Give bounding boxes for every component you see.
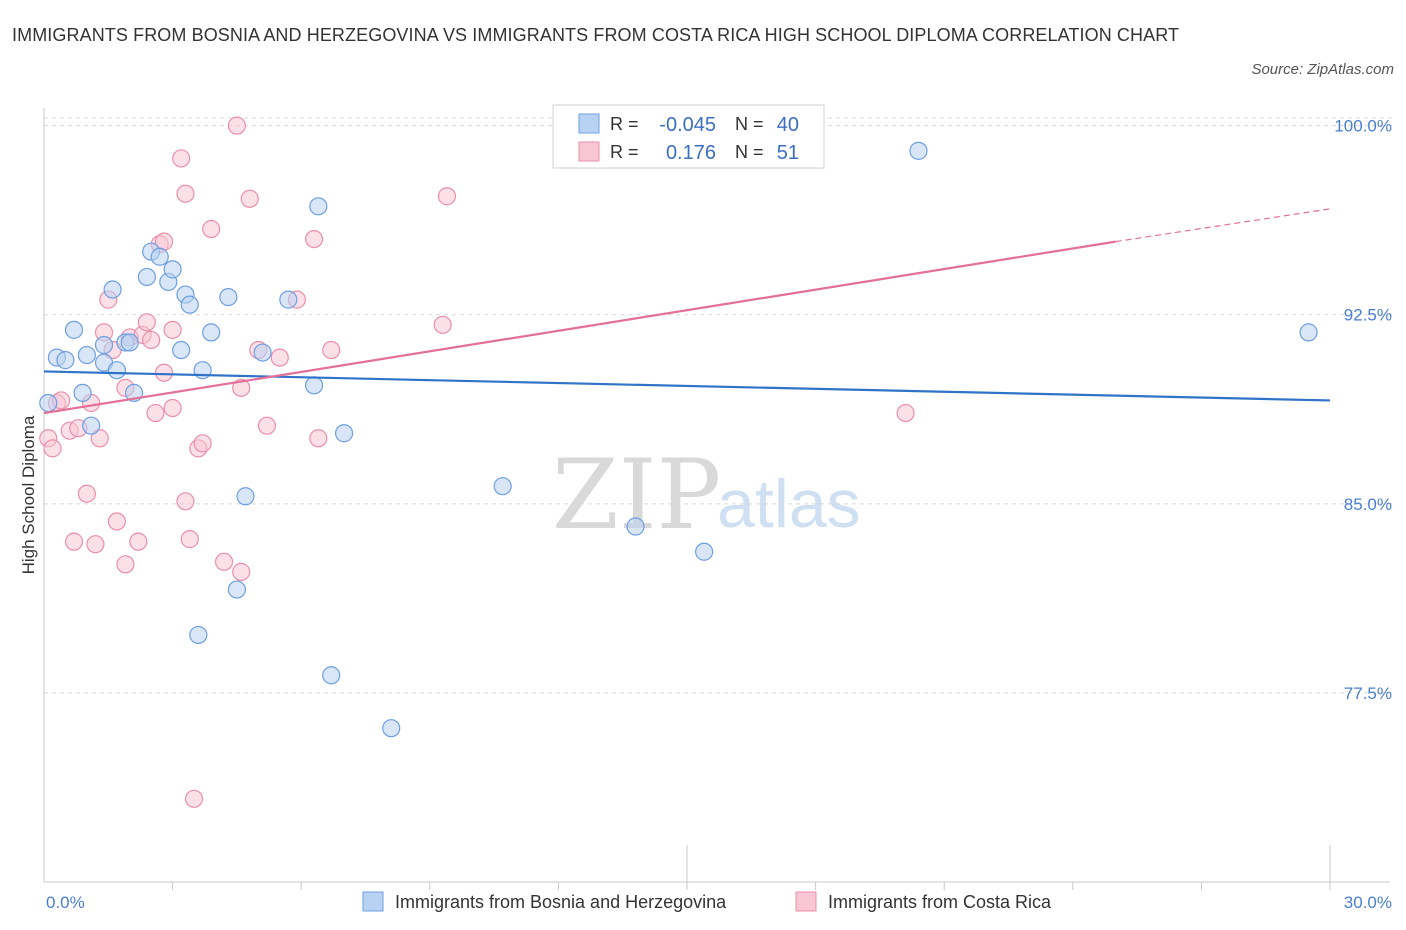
bosnia-point — [253, 343, 272, 362]
x-ticks — [172, 845, 1331, 890]
costa-rica-point — [257, 416, 277, 435]
costa-rica-points — [39, 116, 915, 808]
costa-rica-point — [232, 562, 251, 581]
bosnia-point — [382, 719, 401, 738]
source-label: Source: ZipAtlas.com — [1251, 61, 1394, 78]
costa-rica-point — [107, 512, 126, 531]
blue-n-value: 40 — [777, 114, 799, 136]
pink-r-value: 0.176 — [666, 142, 716, 164]
costa-rica-point — [163, 398, 182, 418]
costa-rica-point — [896, 403, 915, 423]
bosnia-point — [103, 280, 122, 299]
bosnia-point — [94, 335, 114, 355]
bosnia-point — [626, 517, 645, 536]
bosnia-point — [120, 333, 139, 352]
costa-rica-trend-line — [43, 240, 1116, 415]
costa-rica-point — [232, 378, 251, 397]
bosnia-point — [150, 247, 169, 266]
bosnia-point — [322, 666, 341, 685]
trend-lines — [43, 208, 1331, 415]
bosnia-point — [202, 323, 221, 342]
x-tick-label-max: 30.0% — [1344, 893, 1392, 912]
costa-rica-point — [433, 315, 452, 334]
bosnia-point — [695, 542, 714, 561]
bosnia-point — [64, 320, 84, 339]
pink-swatch — [578, 141, 600, 162]
costa-rica-point — [163, 320, 182, 339]
costa-rica-point — [77, 484, 96, 503]
pink-r-label: R = — [610, 142, 639, 162]
bosnia-point — [309, 197, 328, 216]
blue-n-label: N = — [735, 114, 764, 134]
costa-rica-point — [146, 403, 165, 423]
bosnia-point — [107, 361, 126, 380]
bosnia-point — [39, 393, 58, 413]
bosnia-point — [227, 580, 246, 599]
bosnia-point — [909, 141, 928, 160]
bosnia-point — [1299, 323, 1318, 342]
blue-r-value: -0.045 — [659, 114, 716, 136]
blue-r-label: R = — [610, 114, 639, 134]
y-tick-label: 77.5% — [1344, 684, 1392, 703]
y-tick-label: 85.0% — [1344, 495, 1392, 514]
legend-swatch-bosnia — [362, 891, 384, 912]
costa-rica-point — [240, 189, 259, 208]
bosnia-point — [189, 625, 208, 645]
costa-rica-point — [193, 434, 212, 453]
stats-legend: R = -0.045 N = 40 R = 0.176 N = 51 — [552, 104, 825, 169]
bosnia-point — [334, 424, 354, 443]
costa-rica-point — [202, 219, 221, 239]
costa-rica-point — [154, 363, 174, 382]
pink-n-value: 51 — [777, 142, 799, 164]
series-legend: Immigrants from Bosnia and Herzegovina I… — [362, 891, 1052, 912]
costa-rica-point — [437, 187, 457, 206]
costa-rica-point — [227, 116, 246, 135]
costa-rica-point — [309, 429, 328, 448]
bosnia-point — [73, 383, 92, 402]
y-tick-label: 92.5% — [1344, 306, 1392, 325]
legend-label-costa-rica: Immigrants from Costa Rica — [828, 892, 1052, 912]
costa-rica-point — [184, 789, 204, 808]
costa-rica-point — [43, 439, 62, 458]
bosnia-point — [279, 290, 298, 309]
bosnia-point — [304, 376, 324, 395]
bosnia-point — [219, 287, 238, 307]
costa-rica-point — [176, 492, 195, 511]
costa-rica-point — [172, 149, 191, 168]
bosnia-point — [180, 295, 199, 314]
costa-rica-point — [270, 348, 289, 367]
costa-rica-point — [180, 530, 199, 549]
blue-swatch — [578, 113, 600, 134]
costa-rica-trend-extension — [1115, 208, 1331, 243]
y-tick-labels: 77.5% 85.0% 92.5% 100.0% — [1334, 117, 1392, 703]
costa-rica-point — [214, 552, 234, 571]
bosnia-point — [236, 487, 255, 506]
bosnia-trend-line — [43, 370, 1331, 402]
costa-rica-point — [116, 555, 135, 574]
legend-swatch-costa-rica — [795, 891, 817, 912]
pink-n-label: N = — [735, 142, 764, 162]
costa-rica-point — [304, 230, 324, 249]
bosnia-point — [163, 260, 182, 279]
chart-title: IMMIGRANTS FROM BOSNIA AND HERZEGOVINA V… — [12, 25, 1180, 45]
bosnia-point — [172, 340, 191, 360]
bosnia-point — [493, 477, 512, 496]
costa-rica-point — [90, 429, 109, 448]
costa-rica-point — [142, 330, 161, 350]
bosnia-point — [77, 345, 96, 365]
bosnia-point — [137, 267, 156, 287]
costa-rica-point — [64, 532, 84, 551]
costa-rica-point — [137, 313, 156, 332]
costa-rica-point — [322, 340, 341, 360]
x-tick-label-min: 0.0% — [46, 893, 85, 912]
costa-rica-point — [129, 532, 148, 551]
bosnia-point — [56, 351, 75, 370]
costa-rica-point — [86, 535, 105, 554]
costa-rica-point — [176, 184, 195, 203]
y-axis-label: High School Diploma — [19, 415, 38, 574]
bosnia-point — [82, 416, 101, 435]
y-tick-label: 100.0% — [1334, 117, 1392, 136]
legend-label-bosnia: Immigrants from Bosnia and Herzegovina — [395, 892, 727, 912]
